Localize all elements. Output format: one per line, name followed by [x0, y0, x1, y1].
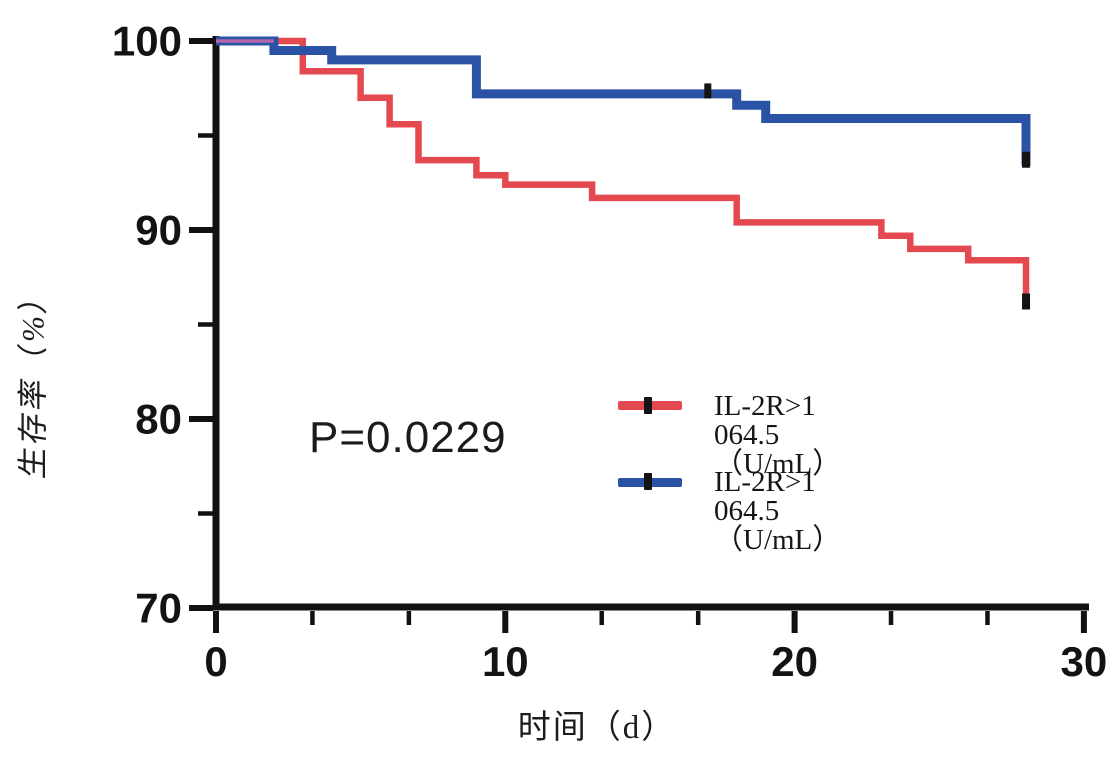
- legend-label: IL-2R>1 064.5（U/mL）: [714, 390, 842, 480]
- blue-survival-curve: [216, 36, 1031, 166]
- x-axis-title: 时间（d）: [517, 710, 677, 746]
- censor-tick-icon: [644, 473, 652, 490]
- y-tick-label: 70: [135, 585, 182, 632]
- x-tick-label: 0: [204, 638, 227, 685]
- red-survival-curve: [216, 37, 1030, 308]
- censor-tick-mark: [1022, 151, 1031, 168]
- censor-tick-mark: [1022, 293, 1031, 310]
- x-tick-label: 30: [1061, 638, 1108, 685]
- x-tick-label: 20: [771, 638, 818, 685]
- p-value-label: P=0.0229: [309, 413, 507, 462]
- x-tick-label: 10: [482, 638, 529, 685]
- legend-label: IL-2R>1 064.5（U/mL）: [714, 466, 842, 556]
- censor-tick-icon: [644, 397, 652, 414]
- y-tick-label: 80: [135, 396, 182, 443]
- y-tick-label: 100: [112, 18, 182, 65]
- y-axis-title: 生存率（%）: [15, 276, 51, 481]
- censor-tick-mark: [704, 83, 712, 99]
- y-tick-label: 90: [135, 207, 182, 254]
